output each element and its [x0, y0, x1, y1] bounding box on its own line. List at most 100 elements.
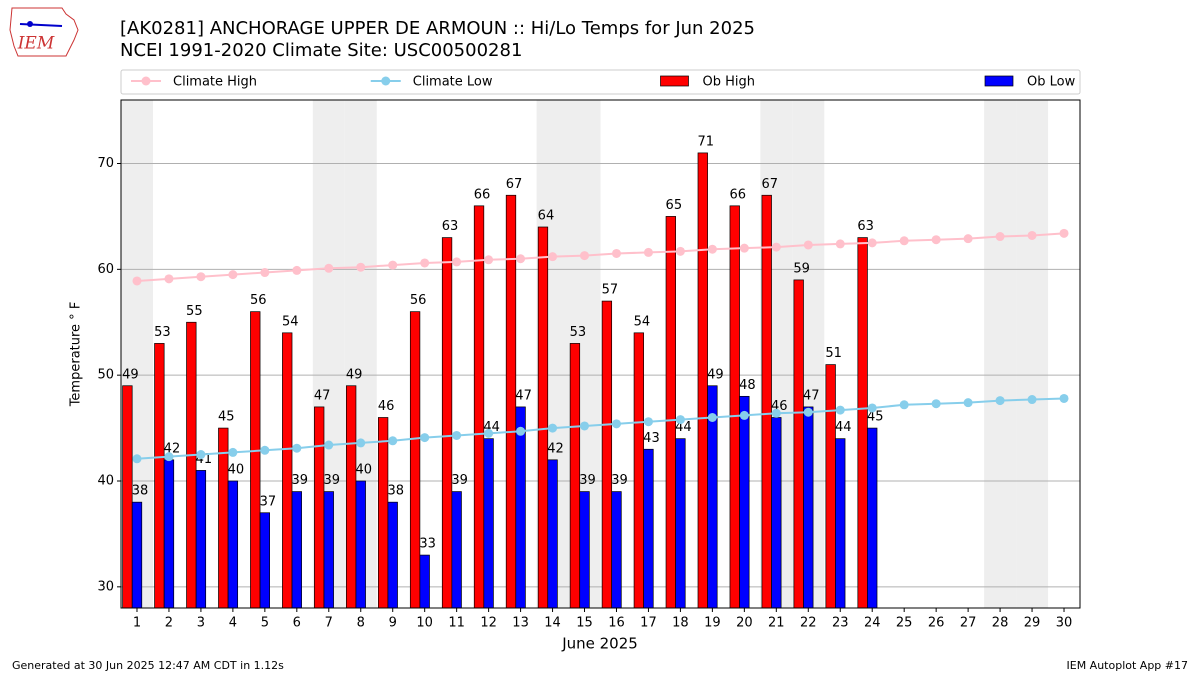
bar-value-label: 39 [611, 473, 628, 488]
x-tick-label: 7 [325, 616, 333, 631]
line-marker [164, 452, 174, 462]
line-marker [1027, 230, 1037, 240]
footer-left: Generated at 30 Jun 2025 12:47 AM CDT in… [12, 659, 284, 672]
bar-value-label: 46 [378, 399, 395, 414]
bar [835, 438, 846, 609]
bar-value-label: 39 [579, 473, 596, 488]
line-marker [580, 251, 590, 261]
line-marker [931, 235, 941, 245]
bar-value-label: 54 [282, 314, 299, 329]
bar-value-label: 38 [132, 484, 149, 499]
bar [250, 311, 261, 609]
bar-value-label: 45 [218, 410, 235, 425]
bar [259, 512, 270, 609]
bar [473, 205, 485, 609]
bar [601, 300, 613, 609]
line-marker [835, 405, 845, 415]
line-marker [995, 396, 1005, 406]
line-marker [675, 415, 685, 425]
weekend-band [984, 100, 1017, 608]
bar [665, 216, 676, 609]
line-marker [1027, 395, 1037, 405]
legend-patch [660, 75, 689, 87]
bar-value-label: 65 [666, 198, 683, 213]
x-tick-label: 17 [640, 616, 657, 631]
bar [387, 501, 398, 609]
bar-value-label: 49 [707, 367, 724, 382]
x-tick-label: 9 [389, 616, 397, 631]
weekend-band [1016, 100, 1049, 608]
bar [441, 237, 453, 609]
bar [323, 491, 334, 609]
line-marker [675, 246, 685, 256]
line-marker [707, 244, 717, 254]
bar-value-label: 49 [346, 367, 363, 382]
line-marker [164, 274, 174, 284]
line-marker [867, 238, 877, 248]
line-marker [388, 436, 398, 446]
bar-value-label: 59 [793, 261, 810, 276]
bar-value-label: 39 [451, 473, 468, 488]
bar-value-label: 49 [122, 367, 139, 382]
bar-value-label: 66 [474, 187, 491, 202]
x-tick-label: 8 [357, 616, 365, 631]
bar [282, 332, 293, 609]
line-marker [420, 433, 430, 443]
bar [537, 226, 549, 609]
legend-label: Ob High [703, 75, 756, 90]
y-tick-label: 40 [97, 474, 114, 489]
legend-entry: Ob Low [984, 75, 1076, 90]
line-marker [548, 252, 558, 262]
legend-label: Climate High [173, 75, 257, 90]
x-tick-label: 28 [992, 616, 1009, 631]
bar [355, 480, 366, 609]
bar [643, 448, 654, 609]
legend-entry: Climate Low [370, 75, 493, 90]
x-tick-label: 12 [480, 616, 497, 631]
x-tick-label: 13 [512, 616, 529, 631]
bar-value-label: 37 [260, 494, 277, 509]
bar-value-label: 40 [355, 463, 372, 478]
line-marker [643, 247, 653, 257]
bar-value-label: 57 [602, 283, 619, 298]
bar [579, 491, 590, 609]
y-tick-label: 70 [97, 156, 114, 171]
x-tick-label: 20 [736, 616, 753, 631]
bar [825, 364, 836, 609]
line-marker [228, 270, 238, 280]
logo-text: IEM [17, 34, 55, 54]
line-marker [643, 417, 653, 427]
bar-value-label: 53 [154, 325, 171, 340]
x-tick-label: 27 [960, 616, 977, 631]
bar [633, 332, 645, 609]
line [136, 232, 1065, 282]
x-tick-label: 24 [864, 616, 881, 631]
bar-value-label: 47 [515, 388, 532, 403]
plot-frame [120, 99, 1081, 609]
legend-label: Climate Low [413, 75, 493, 90]
line-marker [196, 272, 206, 282]
bar-value-label: 38 [387, 484, 404, 499]
line-marker [324, 440, 334, 450]
line-marker [356, 438, 366, 448]
bar [515, 406, 526, 609]
bar [675, 438, 686, 609]
line-marker [196, 450, 206, 460]
bar-value-label: 45 [867, 410, 884, 425]
line-marker [484, 428, 494, 438]
bar-value-label: 54 [634, 314, 651, 329]
line-marker [707, 413, 717, 422]
line-marker [324, 263, 334, 273]
line-marker [580, 421, 590, 431]
line-marker [516, 426, 526, 436]
x-tick-label: 2 [165, 616, 173, 631]
line-marker [452, 257, 462, 267]
line-marker [803, 240, 813, 250]
y-tick-label: 50 [97, 368, 114, 383]
x-tick-label: 4 [229, 616, 237, 631]
bar-value-label: 63 [857, 219, 874, 234]
x-tick-label: 10 [416, 616, 433, 631]
line [136, 397, 1065, 460]
line-marker [420, 258, 430, 268]
bar-value-label: 55 [186, 304, 203, 319]
